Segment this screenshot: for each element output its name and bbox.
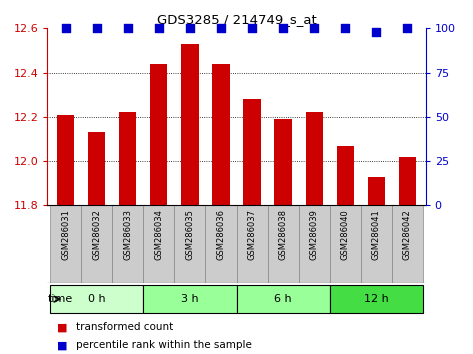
Bar — [368, 177, 385, 205]
Text: GSM286035: GSM286035 — [185, 209, 194, 260]
Point — [186, 25, 194, 31]
Text: 6 h: 6 h — [274, 294, 292, 304]
Text: GSM286036: GSM286036 — [217, 209, 226, 260]
Point — [403, 25, 411, 31]
Bar — [113, 205, 143, 283]
Point — [93, 25, 101, 31]
Text: 0 h: 0 h — [88, 294, 106, 304]
Text: 3 h: 3 h — [181, 294, 199, 304]
Point — [155, 25, 163, 31]
Text: GSM286033: GSM286033 — [123, 209, 132, 260]
Text: GSM286031: GSM286031 — [61, 209, 70, 260]
Bar — [150, 64, 167, 205]
Bar — [298, 205, 330, 283]
Bar — [392, 205, 422, 283]
Text: ■: ■ — [57, 322, 67, 332]
Text: GSM286032: GSM286032 — [92, 209, 101, 260]
Bar — [336, 145, 354, 205]
Bar — [81, 205, 113, 283]
Point — [62, 25, 70, 31]
Point — [342, 25, 349, 31]
Bar — [244, 99, 261, 205]
Text: GSM286040: GSM286040 — [341, 209, 350, 260]
Point — [279, 25, 287, 31]
Bar — [330, 205, 360, 283]
Bar — [88, 132, 105, 205]
Bar — [236, 205, 268, 283]
Point — [248, 25, 256, 31]
Bar — [205, 205, 236, 283]
Bar — [57, 115, 74, 205]
Text: GSM286042: GSM286042 — [403, 209, 412, 260]
Text: time: time — [48, 294, 73, 304]
Bar — [119, 113, 137, 205]
Text: GSM286041: GSM286041 — [372, 209, 381, 260]
Text: GSM286039: GSM286039 — [309, 209, 318, 260]
Bar — [143, 285, 236, 314]
Bar — [274, 119, 291, 205]
Bar — [306, 113, 323, 205]
Point — [372, 29, 380, 35]
Bar — [143, 205, 175, 283]
Point — [217, 25, 225, 31]
Point — [310, 25, 318, 31]
Text: 12 h: 12 h — [364, 294, 388, 304]
Bar — [360, 205, 392, 283]
Text: GSM286034: GSM286034 — [155, 209, 164, 260]
Bar — [51, 285, 143, 314]
Text: ■: ■ — [57, 340, 67, 350]
Title: GDS3285 / 214749_s_at: GDS3285 / 214749_s_at — [157, 13, 316, 26]
Bar — [236, 285, 330, 314]
Bar — [212, 64, 229, 205]
Bar — [330, 285, 422, 314]
Text: percentile rank within the sample: percentile rank within the sample — [76, 340, 252, 350]
Bar — [175, 205, 205, 283]
Bar — [182, 44, 199, 205]
Text: GSM286038: GSM286038 — [279, 209, 288, 260]
Bar — [399, 157, 416, 205]
Bar — [268, 205, 298, 283]
Point — [124, 25, 131, 31]
Text: transformed count: transformed count — [76, 322, 173, 332]
Text: GSM286037: GSM286037 — [247, 209, 256, 260]
Bar — [51, 205, 81, 283]
